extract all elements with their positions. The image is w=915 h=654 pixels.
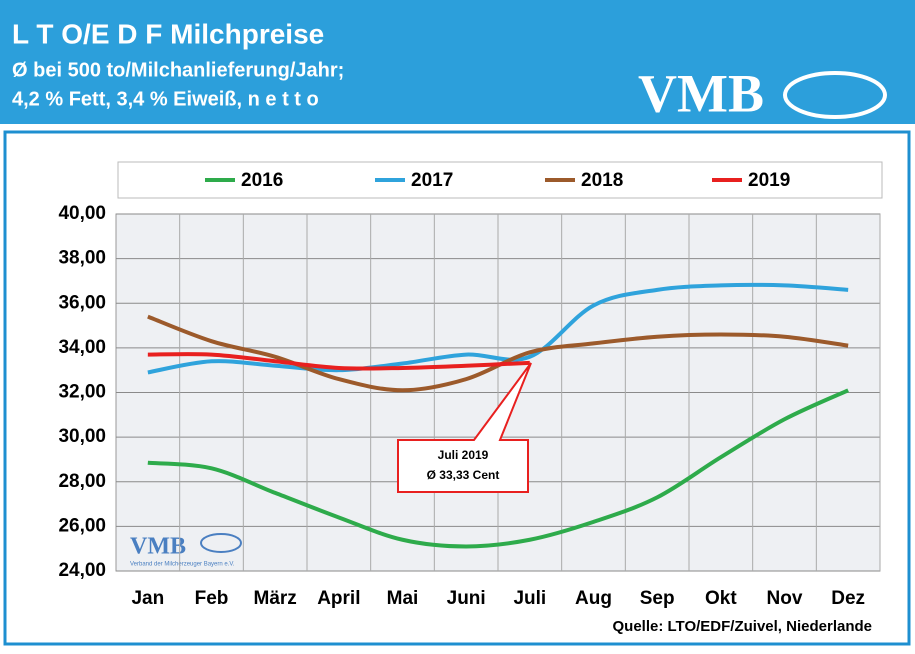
logo-swoosh (783, 71, 887, 119)
x-tick-label: Feb (195, 588, 229, 609)
series-line (147, 314, 849, 393)
header-band (0, 0, 915, 124)
x-tick-label: Aug (575, 588, 612, 609)
watermark-text: Verband der Milcherzeuger Bayern e.V. (130, 562, 235, 568)
legend-label: 2018 (581, 170, 623, 191)
x-tick-label: Okt (705, 588, 737, 609)
watermark-logo: VMB (130, 534, 186, 560)
source: Quelle: LTO/EDF/Zuivel, Niederlande (613, 618, 873, 635)
y-tick-label: 36,00 (58, 292, 106, 313)
y-tick-label: 24,00 (58, 560, 106, 581)
x-tick-label: April (317, 588, 360, 609)
series-line (147, 352, 530, 371)
y-tick-label: 30,00 (58, 426, 106, 447)
legend-label: 2016 (241, 170, 283, 191)
x-tick-label: Dez (831, 588, 865, 609)
x-tick-label: Sep (640, 588, 675, 609)
annotation-text: Ø 33,33 Cent (427, 468, 500, 482)
y-tick-label: 38,00 (58, 248, 106, 269)
x-tick-label: Jan (131, 588, 164, 609)
legend-label: 2019 (748, 170, 790, 191)
logo: VMB (638, 63, 764, 123)
series-line (147, 282, 849, 375)
annotation-text: Juli 2019 (438, 448, 489, 462)
x-tick-label: Juni (447, 588, 486, 609)
y-tick-label: 34,00 (58, 337, 106, 358)
annotation-box (397, 362, 532, 493)
y-tick-label: 26,00 (58, 515, 106, 536)
y-tick-label: 40,00 (58, 203, 106, 224)
title: L T O/E D F Milchpreise (12, 18, 324, 49)
x-tick-label: März (254, 588, 297, 609)
legend (117, 161, 883, 199)
x-tick-label: Juli (513, 588, 546, 609)
y-tick-label: 28,00 (58, 471, 106, 492)
legend-label: 2017 (411, 170, 453, 191)
subtitle: 4,2 % Fett, 3,4 % Eiweiß, n e t t o (12, 88, 319, 110)
x-tick-label: Nov (767, 588, 803, 609)
subtitle: Ø bei 500 to/Milchanlieferung/Jahr; (12, 59, 344, 81)
series-line (147, 388, 849, 549)
x-tick-label: Mai (387, 588, 419, 609)
y-tick-label: 32,00 (58, 382, 106, 403)
watermark-swoosh (200, 533, 242, 553)
